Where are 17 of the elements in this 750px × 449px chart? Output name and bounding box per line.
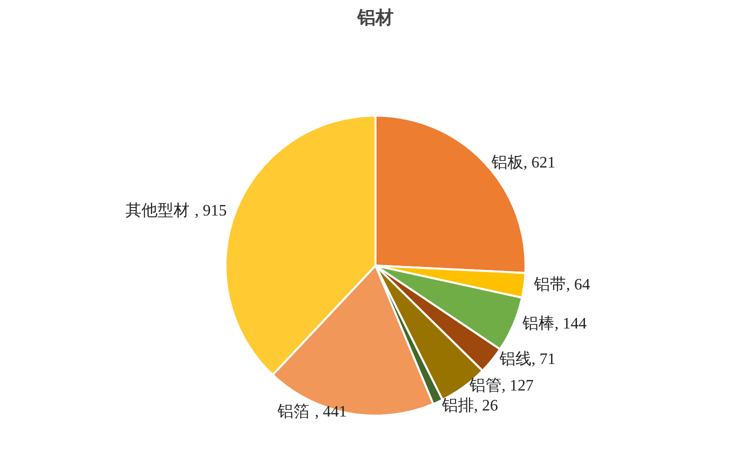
slice-label: 铝棒 (522, 314, 555, 332)
data-label: , 144 (554, 315, 587, 332)
data-label: , 621 (523, 154, 556, 172)
data-label: , 441 (314, 403, 347, 420)
slice-label: 铝箔 (276, 403, 310, 420)
data-label: , 127 (502, 377, 534, 394)
chart-title: 铝材 (356, 8, 394, 28)
data-label: , 64 (566, 276, 590, 294)
data-label: , 915 (194, 202, 227, 220)
data-label: , 26 (474, 398, 498, 415)
slice-label: 铝板 (490, 154, 524, 172)
slice-label: 其他型材 (125, 201, 190, 220)
slice-label: 铝带 (533, 276, 566, 294)
slice-label: 铝线 (498, 350, 532, 368)
data-label: , 71 (532, 351, 556, 368)
slice-label: 铝排 (441, 396, 474, 415)
slice-label: 铝管 (468, 377, 502, 394)
